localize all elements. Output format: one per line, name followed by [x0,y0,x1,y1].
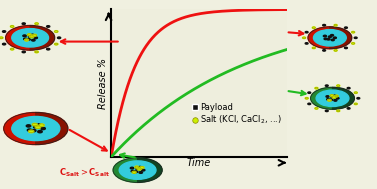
Y-axis label: Release %: Release % [98,58,109,109]
X-axis label: Time: Time [187,158,211,168]
Text: $\mathbf{C}_{\mathbf{Salt}}>\mathbf{C}_{\mathbf{Salt}}$: $\mathbf{C}_{\mathbf{Salt}}>\mathbf{C}_{… [59,167,110,179]
Legend: Payload, Salt (KCl, CaCl$_2$, ...): Payload, Salt (KCl, CaCl$_2$, ...) [193,103,282,126]
